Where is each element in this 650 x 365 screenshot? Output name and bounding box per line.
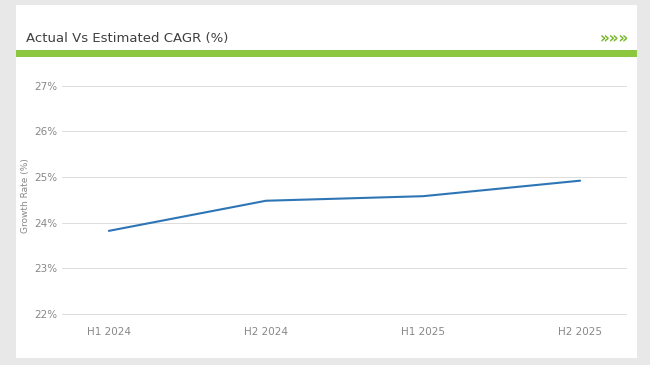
Text: »»»: »»» xyxy=(600,31,629,46)
Text: Actual Vs Estimated CAGR (%): Actual Vs Estimated CAGR (%) xyxy=(26,32,228,45)
Y-axis label: Growth Rate (%): Growth Rate (%) xyxy=(21,158,31,233)
